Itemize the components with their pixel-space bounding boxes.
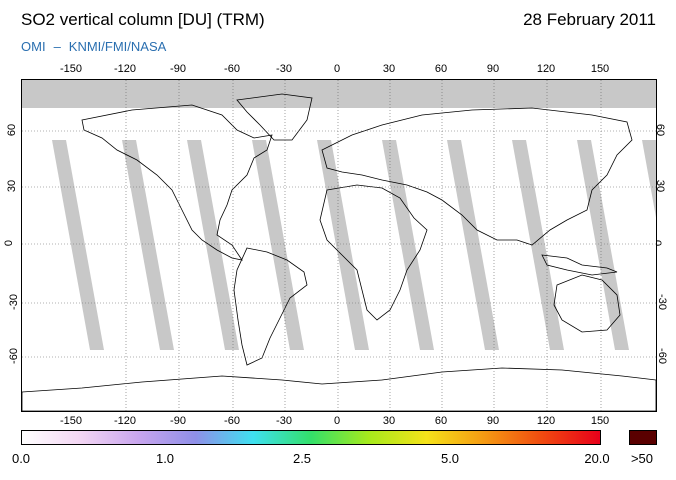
continents (22, 93, 656, 411)
world-map (21, 79, 657, 412)
lon-tick-top: -90 (170, 63, 186, 75)
lat-tick-right: -30 (655, 294, 668, 310)
eurasia-coast (321, 107, 633, 246)
credit-institutions: KNMI/FMI/NASA (68, 39, 167, 54)
color-scale-label: 2.5 (292, 451, 312, 466)
lon-tick-bottom: -90 (170, 415, 186, 427)
orbit-swath-gap (317, 140, 369, 350)
orbit-swath-gap (187, 140, 239, 350)
lon-tick-bottom: 90 (486, 415, 500, 427)
lon-tick-top: -30 (276, 63, 292, 75)
lon-tick-top: 60 (434, 63, 448, 75)
south-america-coast (233, 247, 308, 366)
orbit-swath-gap (382, 140, 434, 350)
lon-tick-bottom: -30 (276, 415, 292, 427)
lon-tick-top: 90 (486, 63, 500, 75)
overflow-color-box (629, 430, 657, 445)
lon-tick-top: -120 (113, 63, 137, 75)
color-scale-label: 0.0 (11, 451, 31, 466)
orbit-swath-gap (642, 140, 656, 218)
lat-tick-left: 60 (6, 123, 19, 137)
map-date: 28 February 2011 (523, 10, 656, 29)
greenland-coast (236, 93, 313, 141)
lon-tick-top: -150 (59, 63, 83, 75)
north-polar-band (22, 80, 656, 108)
credit-dash: – (53, 39, 61, 54)
indonesia-coast (541, 254, 618, 276)
credit-instrument: OMI (21, 39, 46, 54)
lon-tick-top: 0 (333, 63, 341, 75)
africa-coast (319, 184, 428, 321)
orbit-swath-gap (512, 140, 564, 350)
orbit-swath-gap (447, 140, 499, 350)
map-graticule (22, 80, 656, 411)
lon-tick-bottom: -120 (113, 415, 137, 427)
orbit-swath-gap (577, 140, 629, 350)
orbit-swath-gap (122, 140, 174, 350)
lat-tick-right: -60 (655, 348, 668, 364)
map-svg (22, 80, 656, 411)
lon-tick-top: 30 (382, 63, 396, 75)
lon-tick-bottom: 150 (590, 415, 610, 427)
lon-tick-bottom: -150 (59, 415, 83, 427)
lon-tick-bottom: -60 (224, 415, 240, 427)
overflow-label: >50 (630, 451, 654, 466)
antarctica-coast (22, 367, 656, 411)
color-scale-bar (21, 430, 601, 445)
color-scale-label: 1.0 (155, 451, 175, 466)
color-scale-label: 5.0 (440, 451, 460, 466)
lon-tick-top: -60 (224, 63, 240, 75)
lon-tick-bottom: 0 (333, 415, 341, 427)
lon-tick-bottom: 120 (536, 415, 556, 427)
color-scale-label: 20.0 (584, 451, 610, 466)
lon-tick-top: 120 (536, 63, 556, 75)
map-title: SO2 vertical column [DU] (TRM) (21, 10, 265, 29)
lon-tick-bottom: 60 (434, 415, 448, 427)
lon-tick-top: 150 (590, 63, 610, 75)
lat-tick-left: -30 (7, 294, 20, 310)
lat-tick-left: -60 (7, 348, 20, 364)
lat-tick-left: 0 (3, 239, 16, 247)
australia-coast (553, 274, 621, 333)
data-credit: OMI – KNMI/FMI/NASA (21, 39, 166, 54)
lat-tick-left: 30 (6, 179, 19, 193)
lon-tick-bottom: 30 (382, 415, 396, 427)
orbit-swath-gap (52, 140, 104, 350)
north-america-coast (81, 104, 273, 261)
